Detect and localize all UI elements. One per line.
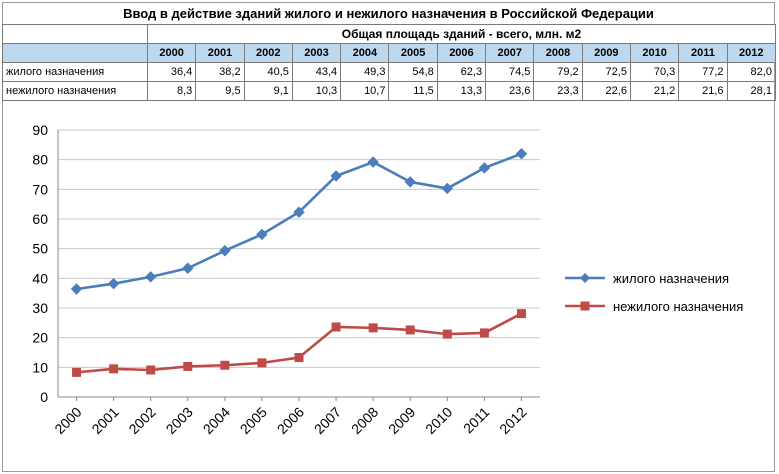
x-tick-label: 2010 [422, 404, 455, 437]
series-line [76, 312, 523, 374]
x-tick-label: 2004 [200, 404, 233, 437]
data-point [331, 322, 341, 332]
data-point [256, 228, 268, 241]
legend-marker [580, 273, 590, 283]
data-point [293, 206, 305, 218]
year-header: 2000 [146, 43, 197, 63]
year-header: 2012 [726, 43, 776, 63]
table-cell: 23,6 [485, 81, 535, 101]
data-point [219, 245, 231, 257]
table-cell: 74,5 [485, 62, 535, 82]
year-header: 2004 [340, 43, 390, 63]
table-cell: 11,5 [388, 81, 438, 101]
x-tick-label: 2008 [348, 404, 381, 437]
table-cell: 9,5 [195, 81, 245, 101]
x-tick-label: 2009 [385, 404, 418, 437]
data-point [516, 309, 526, 319]
table-header-row: 2000 2001 2002 2003 2004 2005 2006 2007 … [2, 43, 776, 63]
data-point [182, 262, 194, 274]
x-tick-label: 2000 [51, 404, 84, 437]
year-header: 2005 [388, 43, 438, 63]
data-point [220, 360, 230, 370]
data-point [330, 170, 342, 182]
y-tick-label: 50 [32, 241, 48, 257]
x-tick-label: 2012 [496, 404, 529, 437]
year-header: 2001 [195, 43, 245, 63]
y-tick-label: 70 [32, 181, 48, 197]
table-cell: 49,3 [340, 62, 390, 82]
data-point [441, 182, 454, 195]
figure-title: Ввод в действие зданий жилого и нежилого… [123, 6, 654, 21]
year-header: 2009 [581, 43, 631, 63]
year-header: 2003 [291, 43, 342, 63]
y-tick-label: 40 [32, 270, 48, 286]
series-line [76, 152, 522, 291]
y-tick-label: 0 [40, 389, 48, 405]
y-tick-label: 80 [32, 152, 48, 168]
legend-label: нежилого назначения [613, 299, 743, 314]
data-point [144, 271, 157, 283]
data-point [479, 328, 489, 338]
data-point [442, 329, 452, 339]
y-tick-label: 10 [32, 359, 48, 375]
x-tick-label: 2003 [163, 404, 196, 437]
data-point [72, 367, 82, 377]
year-header: 2008 [533, 43, 583, 63]
table-cell: 38,2 [195, 62, 245, 82]
y-tick-label: 30 [32, 300, 48, 316]
year-header: 2006 [436, 43, 487, 63]
table-cell: 43,4 [291, 62, 342, 82]
table-cell: 28,1 [726, 81, 776, 101]
data-point [294, 353, 304, 363]
x-tick-label: 2001 [88, 404, 121, 437]
data-point [368, 323, 378, 333]
x-tick-label: 2005 [237, 404, 270, 437]
data-point [478, 162, 491, 174]
x-tick-label: 2006 [274, 404, 307, 437]
data-point [257, 358, 267, 368]
year-header: 2011 [678, 43, 728, 63]
legend-label: жилого назначения [613, 271, 729, 286]
x-tick-label: 2011 [460, 404, 493, 437]
data-point [405, 325, 415, 335]
data-point [107, 277, 120, 290]
table-cell: 8,3 [146, 81, 197, 101]
year-header: 2010 [629, 43, 680, 63]
year-header: 2007 [485, 43, 535, 63]
y-tick-label: 90 [32, 122, 48, 138]
legend-marker [580, 301, 590, 311]
table-cell: 22,6 [581, 81, 631, 101]
data-point [146, 365, 156, 375]
x-tick-label: 2002 [125, 404, 158, 437]
table-cell: 21,2 [629, 81, 680, 101]
data-table: Общая площадь зданий - всего, млн. м2 20… [2, 24, 776, 101]
row-label: нежилого назначения [2, 81, 148, 101]
year-header: 2002 [243, 43, 293, 63]
row-label: жилого назначения [2, 62, 148, 82]
table-row-nonresidential: нежилого назначения 8,3 9,5 9,1 10,3 10,… [2, 81, 776, 101]
table-cell: 9,1 [243, 81, 293, 101]
data-point [109, 364, 119, 374]
table-cell: 23,3 [533, 81, 583, 101]
table-cell: 21,6 [678, 81, 728, 101]
data-point [404, 176, 416, 188]
table-cell: 77,2 [678, 62, 728, 82]
y-tick-label: 20 [32, 330, 48, 346]
data-point [183, 361, 193, 371]
data-point [515, 148, 528, 160]
x-tick-label: 2007 [311, 404, 344, 437]
y-tick-label: 60 [32, 211, 48, 227]
data-point [367, 156, 379, 168]
data-point [70, 283, 83, 295]
